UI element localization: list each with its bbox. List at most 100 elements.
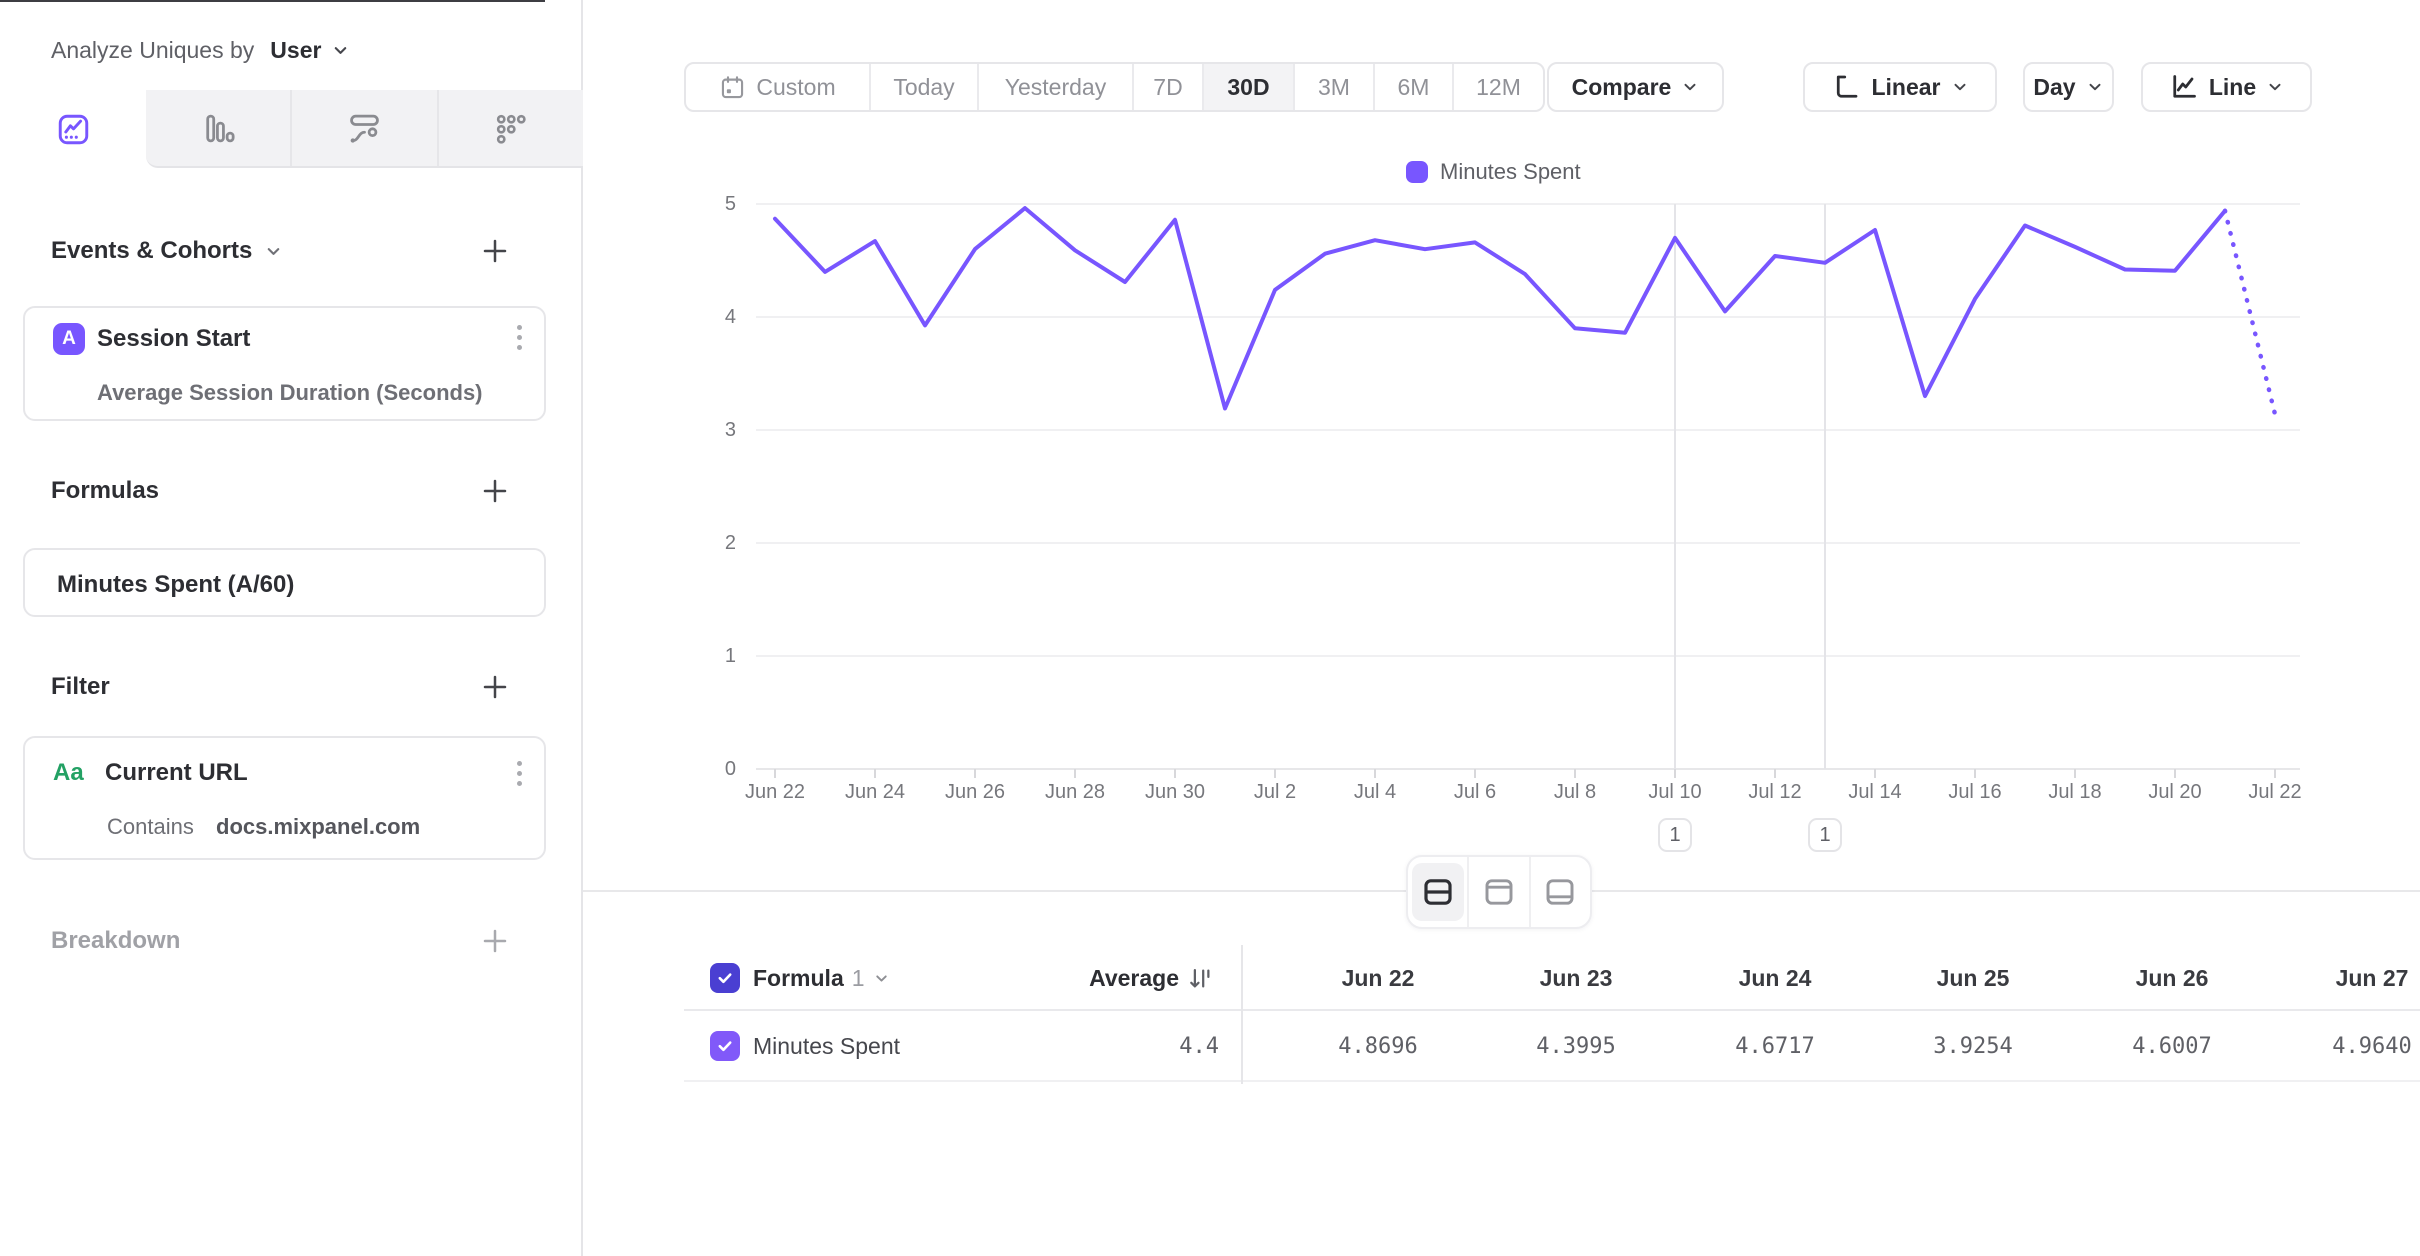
date-range-3m[interactable]: 3M <box>1295 64 1375 110</box>
layout-table-only-button[interactable] <box>1528 857 1590 927</box>
chevron-down-icon <box>268 247 280 255</box>
formula-card[interactable]: Minutes Spent (A/60) <box>23 548 546 617</box>
scale-button[interactable]: Linear <box>1803 62 1997 112</box>
split-view-icon <box>1424 879 1452 905</box>
tab-flows[interactable] <box>290 90 436 166</box>
filter-operator[interactable]: Contains <box>107 814 194 839</box>
filter-card-current-url[interactable]: Aa Current URL Contains docs.mixpanel.co… <box>23 736 546 860</box>
row-checkbox[interactable] <box>710 1031 740 1061</box>
tab-funnels[interactable] <box>146 90 290 166</box>
date-range-custom[interactable]: Custom <box>686 64 871 110</box>
kebab-menu-icon[interactable] <box>516 761 522 786</box>
date-range-6m[interactable]: 6M <box>1375 64 1454 110</box>
select-all-checkbox[interactable] <box>710 963 740 993</box>
breakdown-header: Breakdown <box>51 923 531 959</box>
sidebar-top-accent-line <box>0 0 545 2</box>
kebab-menu-icon[interactable] <box>516 325 522 350</box>
table-cell-value: 4.9640 <box>2332 1034 2412 1059</box>
chevron-down-icon <box>2089 83 2101 91</box>
dot-grid-icon <box>497 114 526 144</box>
x-tick-label: Jul 8 <box>1553 781 1597 803</box>
line-chart-icon <box>2173 75 2196 98</box>
x-tick-label: Jul 12 <box>1748 781 1802 803</box>
annotation-badge-jul-10[interactable]: 1 <box>1658 818 1692 852</box>
table-cell-value: 4.3995 <box>1536 1034 1616 1059</box>
date-column-header[interactable]: Jun 26 <box>2135 964 2209 991</box>
compare-button[interactable]: Compare <box>1547 62 1724 112</box>
compare-label: Compare <box>1571 73 1672 100</box>
y-tick-label: 0 <box>724 758 736 780</box>
y-tick-label: 1 <box>724 645 736 667</box>
formula-number: 1 <box>851 964 865 991</box>
date-range-label: Today <box>893 73 955 100</box>
date-column-header[interactable]: Jun 24 <box>1738 964 1812 991</box>
average-label: Average <box>1089 964 1179 991</box>
property-type-badge: Aa <box>53 759 84 786</box>
date-range-today[interactable]: Today <box>871 64 979 110</box>
formulas-title: Formulas <box>51 477 160 504</box>
filter-card-title[interactable]: Current URL <box>105 759 248 786</box>
date-range-label: 3M <box>1318 73 1350 100</box>
date-range-label: 12M <box>1476 73 1521 100</box>
y-tick-label: 3 <box>724 419 736 441</box>
row-name: Minutes Spent <box>753 1033 901 1059</box>
formula-label: Formula <box>753 964 844 991</box>
analyze-uniques-row[interactable]: Analyze Uniques by User <box>51 32 350 68</box>
date-column-header[interactable]: Jun 22 <box>1341 964 1415 991</box>
chevron-down-icon <box>335 46 347 54</box>
chart-x-axis: Jun 22 Jun 24 Jun 26 Jun 28 Jun 30 Jul 2 Jul 4… <box>740 781 2340 813</box>
analyze-uniques-value[interactable]: User <box>270 36 322 63</box>
layout-chart-only-button[interactable] <box>1467 857 1528 927</box>
x-tick-label: Jul 20 <box>2148 781 2202 803</box>
query-builder-sidebar: Analyze Uniques by User <box>0 0 583 1256</box>
add-filter-button[interactable] <box>475 667 515 707</box>
sort-descending-icon <box>1190 968 1210 987</box>
table-cell-value: 3.9254 <box>1933 1034 2013 1059</box>
date-range-label: 6M <box>1397 73 1430 100</box>
date-range-control: Custom Today Yesterday 7D 30D 3M 6M 12M <box>684 62 1545 112</box>
chart-type-button[interactable]: Line <box>2141 62 2312 112</box>
date-column-header[interactable]: Jun 25 <box>1936 964 2010 991</box>
x-tick-label: Jun 30 <box>1144 781 1206 803</box>
annotation-badge-jul-13[interactable]: 1 <box>1808 818 1842 852</box>
date-range-7d[interactable]: 7D <box>1134 64 1204 110</box>
panel-layout-toggle <box>1406 855 1592 929</box>
checkmark-icon <box>718 973 732 984</box>
layout-split-button[interactable] <box>1408 857 1467 927</box>
filter-value[interactable]: docs.mixpanel.com <box>216 814 421 839</box>
formula-card-title[interactable]: Minutes Spent (A/60) <box>57 570 295 598</box>
tab-insights[interactable] <box>0 90 146 168</box>
table-row[interactable]: Minutes Spent 4.4 4.8696 4.3995 4.6717 3.92… <box>684 1011 2420 1082</box>
date-range-30d[interactable]: 30D <box>1204 64 1295 110</box>
calendar-icon <box>722 75 744 98</box>
event-card-subtitle[interactable]: Average Session Duration (Seconds) <box>97 380 483 405</box>
formula-column-header[interactable]: Formula 1 <box>753 945 890 1011</box>
x-tick-label: Jun 22 <box>744 781 806 803</box>
chart-legend[interactable]: Minutes Spent <box>1406 159 1581 184</box>
table-cell-value: 4.6717 <box>1735 1034 1815 1059</box>
date-range-label: 7D <box>1153 73 1183 100</box>
date-column-header[interactable]: Jun 23 <box>1539 964 1613 991</box>
chevron-down-icon <box>2269 83 2281 91</box>
interval-button[interactable]: Day <box>2023 62 2114 112</box>
checkmark-icon <box>718 1041 732 1052</box>
add-formula-button[interactable] <box>475 471 515 511</box>
add-breakdown-button[interactable] <box>475 921 515 961</box>
tab-retention[interactable] <box>436 90 583 166</box>
add-event-button[interactable] <box>475 231 515 271</box>
legend-swatch <box>1406 161 1428 183</box>
events-cohorts-header[interactable]: Events & Cohorts <box>51 233 531 269</box>
event-card-session-start[interactable]: A Session Start Average Session Duration… <box>23 306 546 421</box>
interval-label: Day <box>2033 73 2076 100</box>
date-range-yesterday[interactable]: Yesterday <box>979 64 1134 110</box>
date-column-header[interactable]: Jun 27 <box>2335 964 2409 991</box>
formulas-header: Formulas <box>51 473 531 509</box>
scale-label: Linear <box>1871 73 1941 100</box>
table-cell-value: 4.6007 <box>2132 1034 2212 1059</box>
date-range-12m[interactable]: 12M <box>1454 64 1543 110</box>
event-card-title[interactable]: Session Start <box>97 325 251 352</box>
line-chart[interactable] <box>740 190 2340 790</box>
breakdown-title: Breakdown <box>51 927 181 954</box>
average-column-header[interactable]: Average <box>944 945 1214 1011</box>
x-tick-label: Jun 28 <box>1044 781 1106 803</box>
